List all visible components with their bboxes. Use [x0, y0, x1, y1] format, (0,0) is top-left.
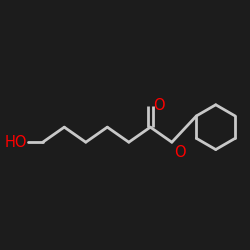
- Text: O: O: [153, 98, 165, 113]
- Text: O: O: [174, 145, 186, 160]
- Text: HO: HO: [4, 135, 27, 150]
